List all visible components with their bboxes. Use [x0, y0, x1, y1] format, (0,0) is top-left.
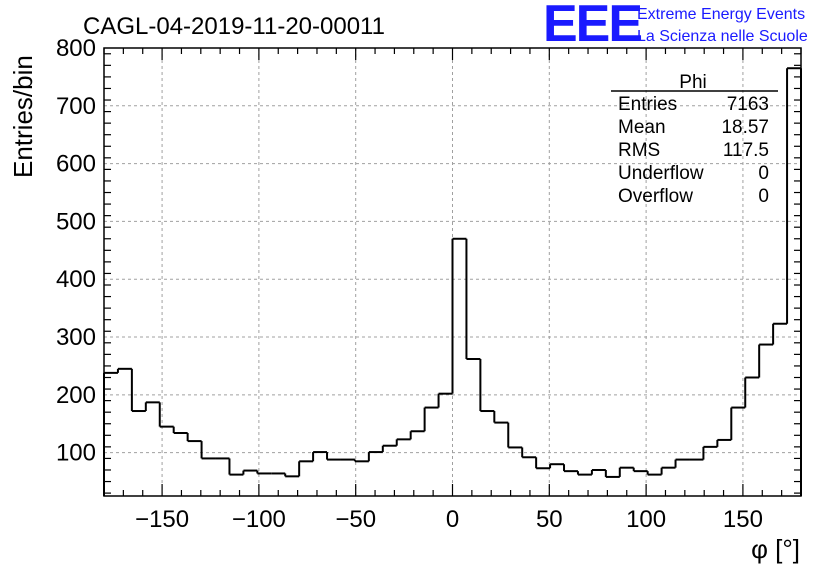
y-tick-label: 400: [56, 266, 96, 293]
stats-label: RMS: [618, 140, 660, 161]
x-tick-label: −100: [232, 506, 286, 533]
y-tick-label: 800: [56, 35, 96, 62]
tick-labels: −150 −100 −50 0 50 100 150 100 200 300 400 500 600 70…: [56, 35, 763, 533]
stats-label: Underflow: [618, 163, 704, 184]
y-tick-label: 600: [56, 151, 96, 178]
x-tick-label: 150: [723, 506, 763, 533]
y-tick-label: 500: [56, 208, 96, 235]
x-tick-label: −150: [135, 506, 189, 533]
y-axis-label: Entries/bin: [8, 55, 38, 178]
stats-value: 18.57: [721, 117, 769, 138]
stats-rows: Entries 7163 Mean 18.57 RMS 117.5 Underflow 0 Ov…: [618, 94, 769, 207]
y-tick-label: 200: [56, 382, 96, 409]
stats-label: Overflow: [618, 186, 693, 207]
x-axis-label: φ [°]: [751, 534, 800, 564]
logo-mark: EEE: [543, 0, 641, 53]
stats-label: Entries: [618, 94, 677, 115]
stats-value: 117.5: [723, 140, 769, 161]
logo-line-2: La Scienza nelle Scuole: [637, 28, 808, 45]
y-tick-label: 100: [56, 440, 96, 467]
axes: [103, 47, 802, 497]
stats-value: 0: [758, 163, 769, 184]
x-tick-label: 100: [626, 506, 666, 533]
y-tick-label: 300: [56, 324, 96, 351]
stats-title: Phi: [679, 72, 706, 93]
x-tick-label: −50: [335, 506, 376, 533]
stats-label: Mean: [618, 117, 666, 138]
stats-value: 0: [758, 186, 769, 207]
stats-box: Phi Entries 7163 Mean 18.57 RMS 117.5 Underflo…: [611, 72, 778, 207]
y-tick-label: 700: [56, 93, 96, 120]
x-tick-label: 0: [446, 506, 459, 533]
chart-title: CAGL-04-2019-11-20-00011: [83, 13, 385, 40]
x-tick-label: 50: [536, 506, 563, 533]
stats-value: 7163: [727, 94, 769, 115]
eee-logo: EEE Extreme Energy Events La Scienza nel…: [543, 0, 808, 53]
logo-line-1: Extreme Energy Events: [637, 6, 805, 23]
